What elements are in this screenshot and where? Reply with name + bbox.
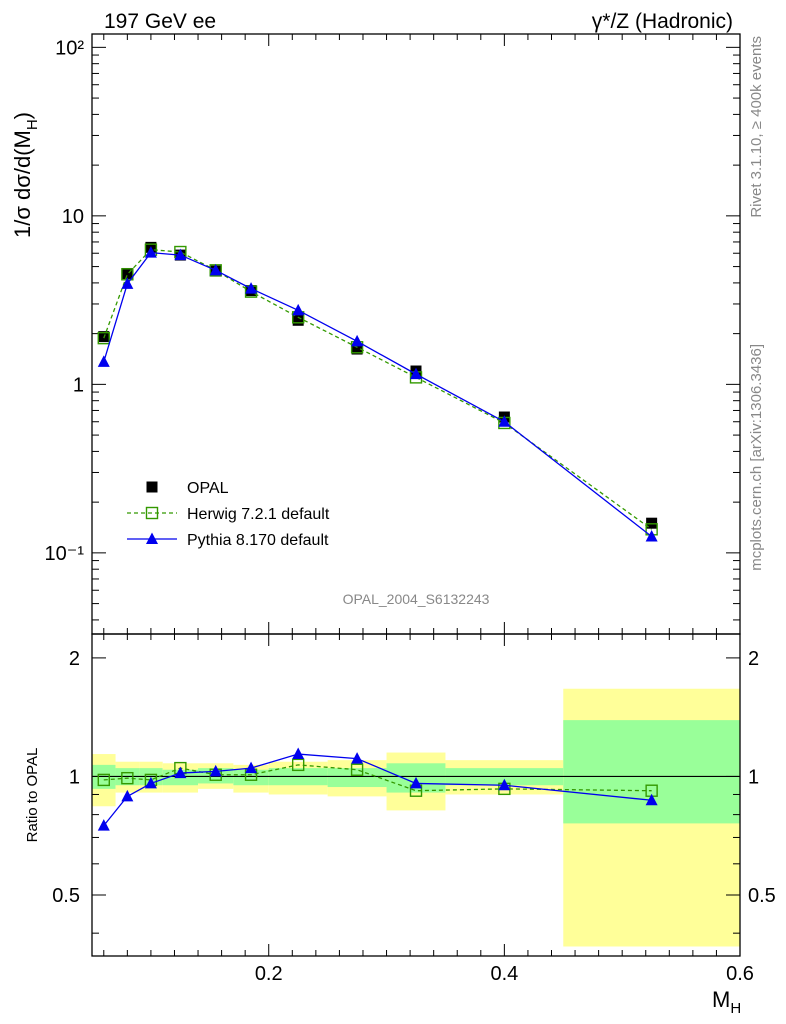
ratio-point	[209, 764, 222, 777]
ratio-point	[97, 819, 110, 831]
ratio-point	[291, 758, 305, 772]
main-point	[174, 248, 187, 261]
rivet-label: Rivet 3.1.10, ≥ 400k events	[748, 36, 765, 218]
left-title: 197 GeV ee	[104, 10, 216, 33]
band-inner-7	[327, 768, 387, 788]
ratio-y-tick-label: 2	[69, 648, 80, 670]
main-point	[410, 367, 422, 380]
main-point	[498, 415, 511, 427]
ratio-point	[121, 789, 134, 802]
ratio-y-tick-label-right: 2	[748, 648, 759, 670]
ratio-point	[121, 771, 134, 785]
main-point	[292, 314, 304, 326]
x-tick-label: 0.6	[726, 963, 754, 985]
ratio-y-tick-label-right: 1	[748, 766, 759, 788]
legend-label: Herwig 7.2.1 default	[187, 506, 330, 523]
ratio-point	[351, 752, 364, 764]
ratio-point	[292, 747, 305, 760]
x-tick-label: 0.2	[255, 963, 283, 985]
main-point	[351, 334, 364, 347]
ratio-point	[498, 778, 511, 791]
ratio-ylabel: Ratio to OPAL	[24, 748, 41, 843]
band-inner-10	[563, 720, 740, 824]
svg-text:1/σ dσ/d(MH): 1/σ dσ/d(MH)	[10, 112, 41, 238]
ratio-point	[645, 793, 658, 806]
x-tick-label: 0.4	[490, 963, 518, 985]
y-tick-label: 10²	[55, 37, 84, 59]
ratio-y-tick-label: 0.5	[52, 885, 80, 907]
legend-marker	[146, 481, 158, 493]
ratio-point	[144, 776, 157, 789]
legend-marker	[146, 532, 158, 544]
main-point	[209, 263, 222, 276]
ratio-point	[97, 773, 110, 787]
main-point	[121, 267, 133, 279]
main-point	[645, 530, 658, 542]
legend: OPAL Herwig 7.2.1 default Pythia 8.170 def…	[127, 480, 330, 549]
legend-label: Pythia 8.170 default	[187, 532, 329, 549]
main-point	[121, 277, 134, 289]
y-tick-label: 10⁻¹	[45, 543, 85, 565]
watermark: OPAL_2004_S6132243	[343, 591, 490, 607]
right-title: γ*/Z (Hadronic)	[592, 10, 733, 33]
ratio-point	[410, 776, 422, 789]
main-point	[245, 282, 258, 294]
ratio-point	[174, 766, 187, 779]
main-point	[97, 355, 110, 367]
legend-marker	[145, 506, 159, 520]
x-axis-label: MH	[712, 987, 741, 1017]
main-point	[351, 343, 363, 355]
main-point	[292, 303, 305, 316]
main-point	[97, 331, 110, 345]
svg-text:MH: MH	[712, 987, 741, 1017]
ratio-point	[350, 763, 364, 776]
main-ylabel: 1/σ dσ/d(MH)	[10, 112, 41, 238]
band-inner-5	[233, 769, 269, 786]
y-tick-label: 10	[62, 206, 84, 228]
ratio-series-line-0	[103, 764, 652, 792]
ratio-y-tick-label-right: 0.5	[748, 885, 776, 907]
ratio-panel: 0.2 0.4 0.6 0.5 0.5 1 1 2 2	[52, 633, 776, 985]
legend-label: OPAL	[187, 480, 229, 497]
main-series-line-2	[103, 251, 653, 538]
ratio-frame	[91, 633, 741, 957]
y-tick-label: 1	[73, 374, 84, 396]
ratio-point	[245, 761, 258, 774]
mcplots-label: mcplots.cern.ch [arXiv:1306.3436]	[748, 344, 765, 571]
ratio-y-tick-label: 1	[69, 766, 80, 788]
main-point	[144, 246, 157, 258]
main-series-line-1	[103, 248, 653, 530]
